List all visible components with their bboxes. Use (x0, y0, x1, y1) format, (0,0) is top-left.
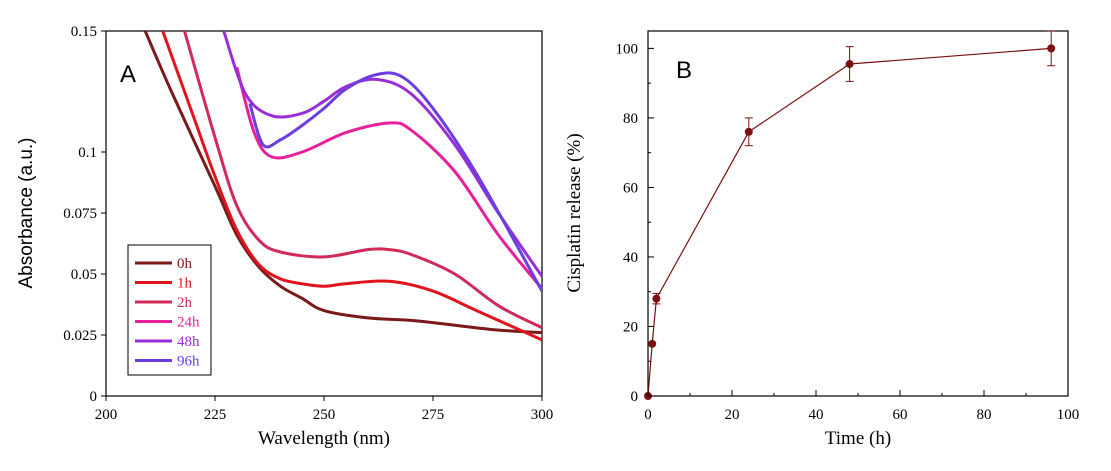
legend-label-2h: 2h (177, 295, 193, 311)
legend-label-48h: 48h (177, 334, 200, 350)
release-line (647, 47, 1052, 397)
panel-a-y-ticks: 0 0.025 0.05 0.075 0.1 0.15 (63, 24, 106, 405)
y-tick-label: 0.05 (71, 267, 97, 283)
panel-b-y-axis-title: Cisplatin release (%) (564, 133, 585, 292)
data-point (648, 339, 657, 348)
legend: 0h 1h 2h 24h 48h 96h (127, 244, 212, 376)
x-tick-label: 20 (725, 407, 740, 423)
y-tick-label: 0 (631, 389, 639, 405)
y-tick-label: 60 (623, 180, 638, 196)
y-tick-label: 0.025 (63, 328, 97, 344)
x-tick-label: 60 (893, 407, 908, 423)
x-tick-label: 100 (1057, 407, 1080, 423)
y-tick-label: 20 (623, 319, 638, 335)
panel-b-x-axis-title: Time (h) (825, 428, 891, 449)
panel-b-plot-area (644, 30, 1056, 400)
panel-b-x-ticks: 0 20 40 60 80 100 (644, 390, 1079, 423)
data-point (845, 60, 854, 69)
series-line-0h (143, 31, 542, 335)
legend-label-0h: 0h (177, 256, 193, 272)
y-tick-label: 0 (90, 389, 98, 405)
x-tick-label: 200 (95, 407, 118, 423)
legend-box (127, 244, 212, 376)
panel-b-frame (647, 30, 1069, 397)
y-tick-label: 100 (616, 41, 639, 57)
legend-label-1h: 1h (177, 276, 193, 292)
x-tick-label: 300 (531, 407, 554, 423)
legend-label-96h: 96h (177, 354, 200, 370)
y-tick-label: 80 (623, 111, 638, 127)
y-tick-label: 40 (623, 250, 638, 266)
series-line-96h (248, 71, 542, 292)
x-tick-label: 225 (204, 407, 227, 423)
panel-a: 200 225 250 275 300 0 0.025 0.05 0.075 0.1 0.15 A… (16, 24, 553, 449)
series-line-1h (161, 31, 542, 342)
data-point (1047, 44, 1056, 53)
x-tick-label: 275 (422, 407, 445, 423)
x-tick-label: 250 (313, 407, 336, 423)
y-tick-label: 0.075 (63, 206, 97, 222)
x-tick-label: 80 (977, 407, 992, 423)
panel-b-y-ticks: 0 20 40 60 80 100 (616, 41, 654, 405)
panel-a-x-axis-title: Wavelength (nm) (258, 428, 390, 449)
panel-a-letter: A (120, 61, 136, 88)
series-line-2h (183, 31, 542, 330)
panel-a-plot-area (143, 31, 542, 342)
legend-label-24h: 24h (177, 315, 200, 331)
x-tick-label: 40 (809, 407, 824, 423)
data-point (744, 127, 753, 136)
series-line-48h (222, 31, 542, 278)
y-tick-label: 0.15 (71, 24, 97, 40)
series-line-24h (235, 66, 542, 290)
panel-a-y-axis-title: Absorbance (a.u.) (16, 137, 37, 288)
panel-a-x-ticks: 200 225 250 275 300 (95, 396, 554, 423)
x-tick-label: 0 (644, 407, 652, 423)
panel-b: 0 20 40 60 80 100 0 20 40 60 80 100 B Time (h) Cis… (564, 30, 1079, 449)
y-tick-label: 0.1 (78, 145, 97, 161)
panel-b-letter: B (676, 57, 692, 84)
data-point (652, 294, 661, 303)
